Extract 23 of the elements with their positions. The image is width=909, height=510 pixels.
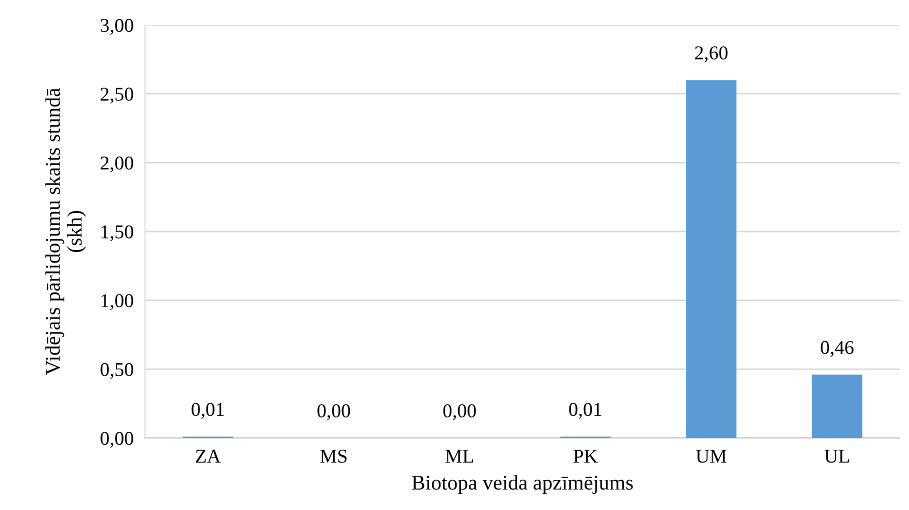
bar [812, 374, 862, 438]
data-label: 0,46 [820, 340, 854, 357]
data-label: 0,01 [569, 402, 602, 419]
y-tick-label: 3,00 [100, 18, 134, 35]
x-axis-title: Biotopa veida apzīmējums [412, 475, 633, 494]
data-label: 0,00 [317, 404, 350, 420]
x-tick-label: PK [574, 450, 598, 463]
y-tick-label: 2,00 [100, 156, 134, 172]
y-tick-label: 0,50 [100, 362, 134, 379]
y-tick-label: 2,50 [100, 88, 134, 104]
x-tick-label: UM [696, 450, 726, 463]
data-label: 0,01 [192, 402, 224, 419]
data-label: 0,00 [443, 404, 476, 420]
y-tick-label: 1,50 [102, 225, 134, 242]
x-tick-label: UL [824, 450, 849, 463]
x-tick-label: MS [320, 450, 347, 463]
x-tick-label: ZA [196, 450, 221, 463]
y-tick-label: 0,00 [100, 432, 134, 448]
x-tick-label: ML [446, 450, 473, 463]
y-axis-title: Vidējais pārlidojumu skaits stundā (skh) [45, 88, 86, 376]
data-label: 2,60 [695, 46, 728, 62]
y-tick-label: 1,00 [102, 294, 134, 310]
bar [686, 80, 736, 438]
